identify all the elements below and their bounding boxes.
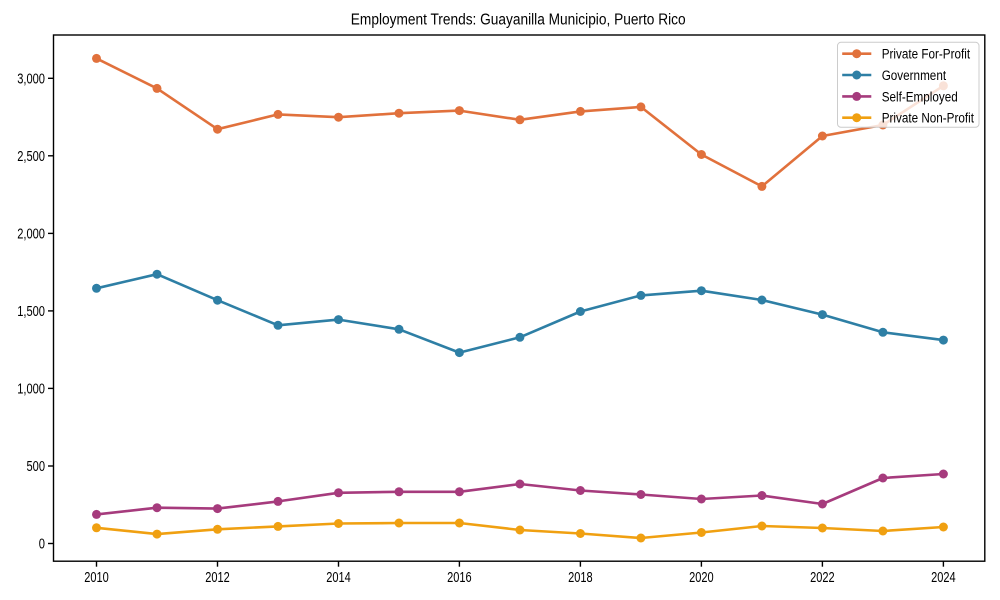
svg-text:2020: 2020 [689,569,714,586]
svg-text:1,000: 1,000 [17,381,45,398]
svg-text:Private Non-Profit: Private Non-Profit [882,110,974,126]
svg-text:3,000: 3,000 [17,71,45,88]
svg-text:2018: 2018 [568,569,593,586]
svg-text:2012: 2012 [205,569,230,586]
svg-text:2,000: 2,000 [17,226,45,243]
svg-text:2014: 2014 [326,569,351,586]
svg-text:Employment Trends: Guayanilla: Employment Trends: Guayanilla Municipio,… [351,12,686,29]
svg-text:0: 0 [39,536,45,553]
svg-text:Private For-Profit: Private For-Profit [882,46,970,62]
svg-text:1,500: 1,500 [17,303,45,320]
svg-text:2022: 2022 [810,569,835,586]
svg-text:500: 500 [27,458,46,475]
svg-text:2024: 2024 [931,569,956,586]
svg-text:Self-Employed: Self-Employed [882,88,958,104]
svg-text:2010: 2010 [84,569,109,586]
svg-text:2016: 2016 [447,569,472,586]
svg-text:Government: Government [882,67,946,83]
svg-text:2,500: 2,500 [17,148,45,165]
